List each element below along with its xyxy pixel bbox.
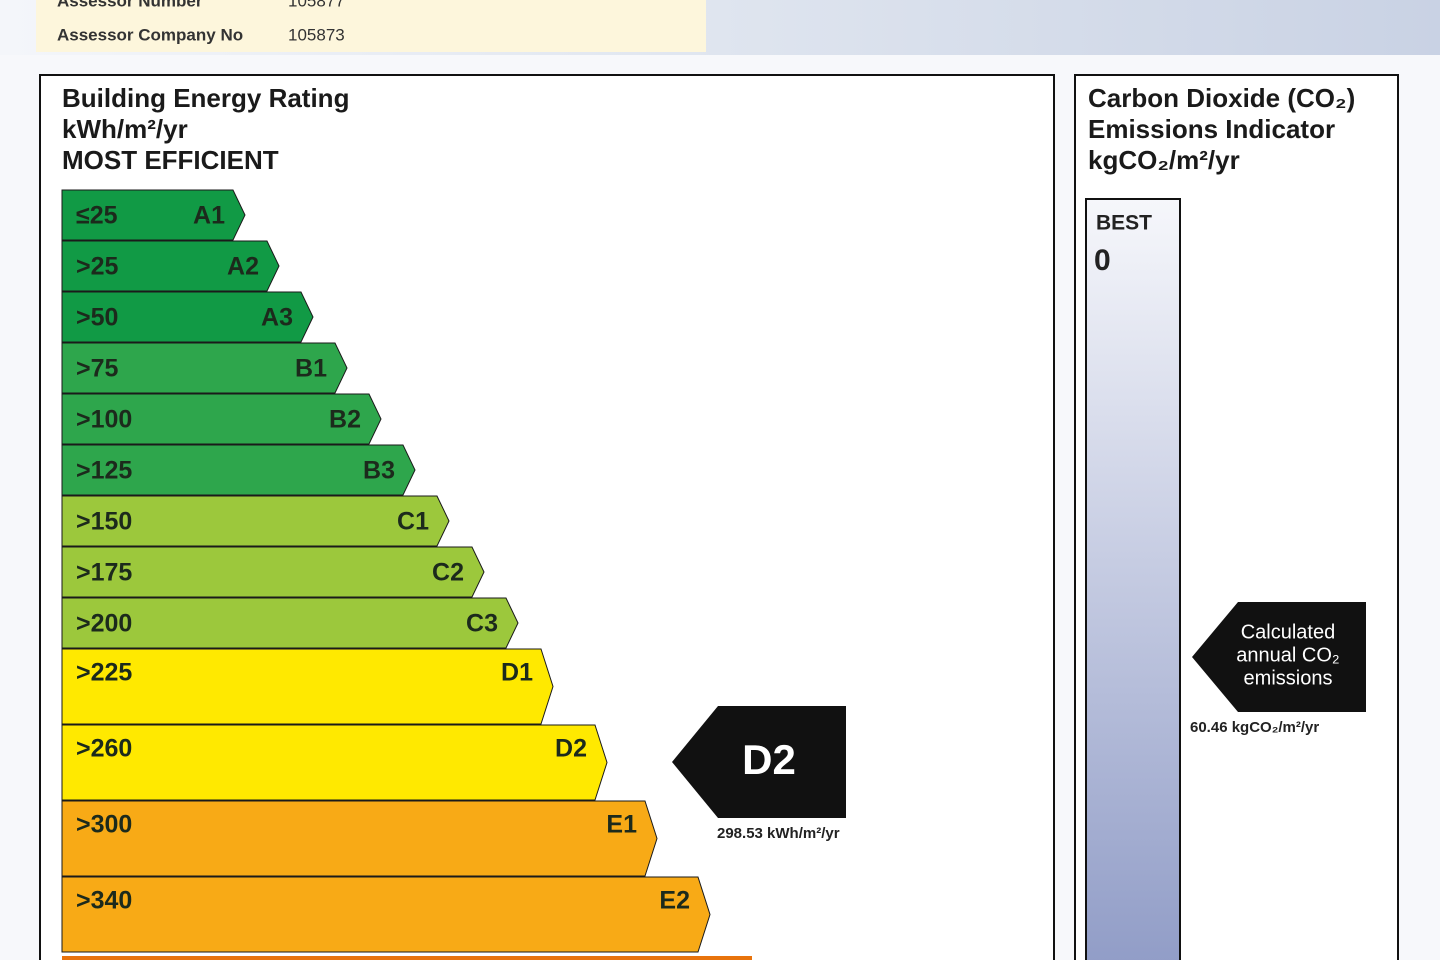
ber-indicator-caption: 298.53 kWh/m²/yr bbox=[717, 825, 840, 842]
band-range: >175 bbox=[76, 559, 132, 587]
ber-band bbox=[61, 597, 519, 649]
header-box bbox=[36, 0, 706, 52]
ber-band bbox=[61, 393, 382, 445]
ber-indicator-arrow bbox=[672, 706, 846, 818]
band-grade: A1 bbox=[193, 202, 225, 230]
co2-title: Carbon Dioxide (CO₂) bbox=[1088, 83, 1355, 113]
co2-title: Emissions Indicator bbox=[1088, 114, 1335, 144]
ber-indicator-grade: D2 bbox=[742, 736, 796, 783]
co2-arrow-text: Calculated bbox=[1241, 621, 1336, 643]
band-grade: C2 bbox=[432, 559, 464, 587]
ber-title: MOST EFFICIENT bbox=[62, 145, 279, 175]
band-range: ≤25 bbox=[76, 202, 118, 230]
ber-band bbox=[61, 444, 416, 496]
header-value: 105877 bbox=[288, 0, 345, 10]
co2-arrow-text: emissions bbox=[1244, 667, 1333, 689]
band-range: >225 bbox=[76, 659, 132, 687]
ber-band bbox=[61, 291, 314, 343]
band-range: >125 bbox=[76, 457, 132, 485]
band-range: >300 bbox=[76, 811, 132, 839]
band-grade: D1 bbox=[501, 659, 533, 687]
band-range: >75 bbox=[76, 355, 119, 383]
band-range: >200 bbox=[76, 610, 132, 638]
co2-title: kgCO₂/m²/yr bbox=[1088, 145, 1240, 175]
band-range: >150 bbox=[76, 508, 132, 536]
co2-arrow bbox=[1192, 602, 1366, 712]
band-grade: A2 bbox=[227, 253, 259, 281]
band-range: >260 bbox=[76, 735, 132, 763]
ber-title: kWh/m²/yr bbox=[62, 114, 188, 144]
ber-band bbox=[61, 648, 554, 725]
co2-best-label: BEST bbox=[1096, 212, 1152, 235]
ber-band bbox=[61, 876, 711, 953]
co2-caption: 60.46 kgCO₂/m²/yr bbox=[1190, 719, 1319, 736]
band-range: >50 bbox=[76, 304, 118, 332]
band-grade: B3 bbox=[363, 457, 395, 485]
header-label: Assessor Company No bbox=[57, 25, 243, 44]
band-grade: C3 bbox=[466, 610, 498, 638]
band-grade: E1 bbox=[606, 811, 637, 839]
ber-band bbox=[61, 546, 485, 598]
ber-band bbox=[61, 240, 280, 292]
band-grade: B2 bbox=[329, 406, 361, 434]
band-grade: A3 bbox=[261, 304, 293, 332]
co2-best-value: 0 bbox=[1094, 244, 1111, 277]
band-range: >25 bbox=[76, 253, 119, 281]
band-grade: C1 bbox=[397, 508, 429, 536]
ber-band bbox=[61, 189, 246, 241]
band-grade: D2 bbox=[555, 735, 587, 763]
co2-scale-bar bbox=[1085, 198, 1181, 960]
band-partial bbox=[62, 956, 752, 960]
ber-title: Building Energy Rating bbox=[62, 83, 349, 113]
ber-band bbox=[61, 800, 658, 877]
band-range: >100 bbox=[76, 406, 132, 434]
band-grade: B1 bbox=[295, 355, 327, 383]
ber-band bbox=[61, 724, 608, 801]
co2-arrow-text: annual CO₂ bbox=[1236, 644, 1339, 666]
ber-band bbox=[61, 342, 348, 394]
band-range: >340 bbox=[76, 887, 132, 915]
band-grade: E2 bbox=[659, 887, 690, 915]
header-label: Assessor Number bbox=[57, 0, 203, 10]
header-value: 105873 bbox=[288, 25, 345, 44]
ber-band bbox=[61, 495, 450, 547]
